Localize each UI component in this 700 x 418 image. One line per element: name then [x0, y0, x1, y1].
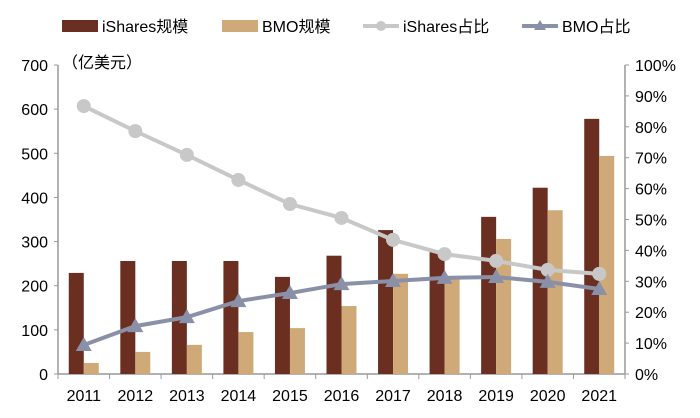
right-tick-label: 10% [635, 336, 667, 353]
x-tick-label: 2021 [581, 388, 617, 405]
legend-swatch [222, 20, 258, 32]
point-triangle [539, 273, 556, 288]
bar-bmo [496, 238, 512, 374]
point-circle [179, 147, 194, 162]
right-tick-label: 70% [635, 151, 667, 168]
x-tick-label: 2016 [324, 388, 360, 405]
point-triangle [385, 272, 402, 287]
bar-bmo [393, 273, 409, 374]
x-tick-label: 2011 [67, 388, 102, 405]
legend-marker-circle [376, 21, 386, 31]
x-tick-label: 2018 [427, 388, 463, 405]
point-triangle [281, 285, 298, 300]
point-triangle [591, 281, 608, 296]
point-triangle [127, 318, 144, 333]
point-circle [76, 99, 91, 114]
right-tick-label: 0% [635, 367, 658, 384]
bars [68, 118, 615, 375]
bar-bmo [289, 328, 305, 374]
bar-bmo [238, 332, 254, 374]
bar-bmo [599, 155, 615, 374]
right-tick-label: 80% [635, 120, 667, 137]
point-triangle [230, 293, 247, 308]
legend-label: BMO规模 [262, 18, 330, 36]
bar-ishares [223, 260, 239, 374]
x-tick-label: 2014 [221, 388, 257, 405]
point-triangle [178, 309, 195, 324]
bar-ishares [326, 255, 342, 374]
legend-swatch [62, 20, 98, 32]
point-triangle [436, 269, 453, 284]
bar-ishares [429, 251, 445, 374]
point-circle [334, 210, 349, 225]
point-triangle [333, 276, 350, 291]
x-tick-label: 2012 [118, 388, 154, 405]
point-circle [386, 232, 401, 247]
x-tick-label: 2013 [169, 388, 205, 405]
bar-ishares [274, 276, 290, 374]
right-tick-label: 30% [635, 274, 667, 291]
x-tick-label: 2015 [272, 388, 308, 405]
left-tick-label: 500 [21, 146, 48, 163]
right-tick-label: 90% [635, 89, 667, 106]
point-circle [128, 124, 143, 139]
legend-marker-triangle [534, 20, 546, 30]
legend-label: iShares规模 [102, 18, 188, 36]
point-circle [540, 262, 555, 277]
bar-bmo [547, 210, 563, 374]
bar-ishares [120, 260, 136, 374]
point-circle [282, 197, 297, 212]
right-tick-label: 20% [635, 305, 667, 322]
point-circle [489, 253, 504, 268]
left-tick-label: 200 [21, 279, 48, 296]
bar-bmo [83, 362, 99, 374]
bar-ishares [481, 216, 497, 374]
point-circle [592, 266, 607, 281]
right-tick-label: 60% [635, 182, 667, 199]
left-tick-label: 100 [21, 323, 48, 340]
line-ishares-share [82, 104, 600, 276]
point-triangle [75, 336, 92, 351]
bar-ishares [378, 230, 394, 374]
left-tick-label: 0 [39, 367, 48, 384]
left-tick-label: 700 [21, 58, 48, 75]
bar-ishares [68, 272, 84, 374]
bar-bmo [135, 351, 151, 374]
point-triangle [488, 268, 505, 283]
point-circle [231, 172, 246, 187]
axes: 0 100 200 300 400 500 600 700 0% 10% 20% 30% 40% 50% 6… [21, 58, 676, 405]
bar-bmo [341, 306, 357, 374]
left-tick-label: 400 [21, 190, 48, 207]
bar-bmo [444, 279, 460, 374]
legend-label: BMO占比 [562, 18, 630, 36]
right-tick-label: 50% [635, 213, 667, 230]
right-tick-label: 40% [635, 243, 667, 260]
unit-label: （亿美元） [62, 54, 142, 72]
x-tick-label: 2019 [478, 388, 514, 405]
point-circle [437, 247, 452, 262]
left-tick-label: 600 [21, 102, 48, 119]
right-tick-label: 100% [635, 58, 676, 75]
bar-bmo [186, 344, 202, 374]
left-tick-label: 300 [21, 235, 48, 252]
legend-label: iShares占比 [403, 18, 489, 36]
legend: iShares规模 BMO规模 iShares占比 BMO占比 [62, 18, 630, 36]
x-tick-label: 2020 [530, 388, 566, 405]
x-tick-label: 2017 [375, 388, 411, 405]
lines [75, 99, 608, 351]
bar-ishares [584, 118, 600, 375]
